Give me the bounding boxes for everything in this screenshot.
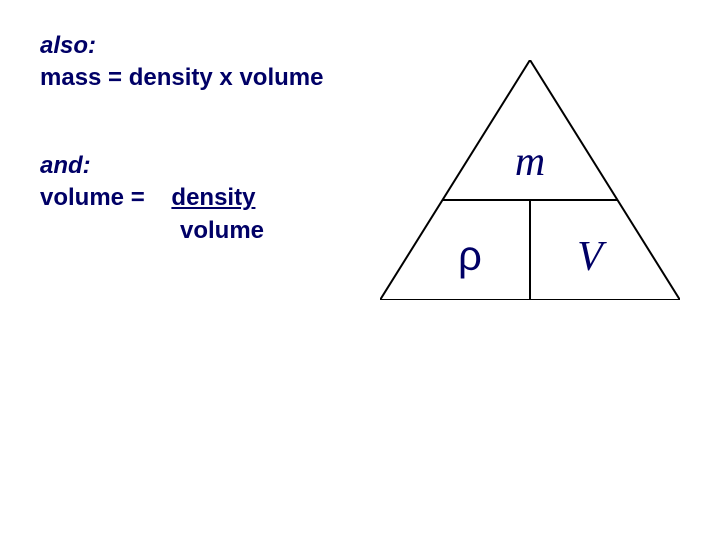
formula-block-1: also: mass = density x volume bbox=[40, 30, 323, 95]
formula-block-2: and: volume = density volume bbox=[40, 150, 264, 247]
also-label: also: bbox=[40, 30, 323, 62]
formula-triangle: m ρ V bbox=[380, 60, 680, 300]
triangle-label-m: m bbox=[515, 139, 545, 185]
mass-equation: mass = density x volume bbox=[40, 62, 323, 94]
triangle-label-rho: ρ bbox=[458, 232, 482, 279]
volume-equation: volume = density bbox=[40, 182, 264, 214]
volume-word: volume bbox=[180, 217, 264, 244]
triangle-label-v: V bbox=[577, 234, 607, 280]
volume-eq-lhs: volume = bbox=[40, 184, 145, 211]
and-label: and: bbox=[40, 150, 264, 182]
volume-word-line: volume bbox=[40, 215, 264, 247]
density-word: density bbox=[171, 184, 255, 211]
